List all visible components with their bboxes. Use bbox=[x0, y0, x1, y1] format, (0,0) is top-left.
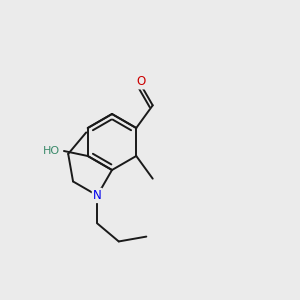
Text: HO: HO bbox=[43, 146, 60, 156]
Text: O: O bbox=[136, 75, 146, 88]
Text: N: N bbox=[93, 189, 102, 202]
